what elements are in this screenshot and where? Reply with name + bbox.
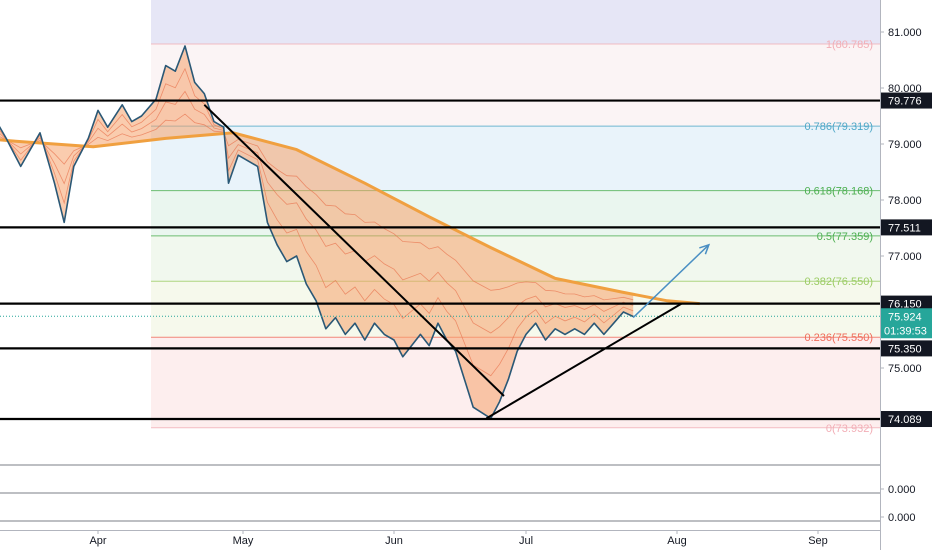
trendline[interactable] <box>203 104 505 397</box>
price-tick-label: 78.000 <box>888 195 922 207</box>
ema-line <box>0 67 634 377</box>
price-axis[interactable]: 81.000 80.000 79.000 78.000 77.000 75.000 0.00… <box>880 0 932 550</box>
level-label: 75.350 <box>888 343 922 355</box>
fib-band <box>151 44 880 127</box>
fib-label: 1(80.785) <box>826 39 873 51</box>
fib-band <box>151 190 880 236</box>
price-tick-label: 81.000 <box>888 27 922 39</box>
time-tick-label: Jul <box>519 535 533 547</box>
level-label: 77.511 <box>888 222 921 234</box>
horizontal-levels[interactable] <box>0 99 880 421</box>
time-tick-label: Apr <box>89 535 106 547</box>
moving-average-line[interactable] <box>0 131 700 306</box>
level-label-box[interactable] <box>881 295 932 312</box>
countdown-label: 01:39:53 <box>884 325 927 337</box>
drawings[interactable] <box>203 104 711 420</box>
fibonacci-bands <box>151 0 880 429</box>
indicator-tick-label: 0.000 <box>888 512 916 524</box>
price-tick-label: 79.000 <box>888 139 922 151</box>
current-price-label: 75.924 <box>888 311 922 323</box>
fib-label: 0.618(78.168) <box>805 186 874 198</box>
time-tick-label: Jun <box>385 535 403 547</box>
fib-label: 0(73.932) <box>826 423 873 435</box>
fib-label: 0.786(79.319) <box>805 121 874 133</box>
current-price-label-box[interactable] <box>881 308 932 339</box>
fib-label: 0.5(77.359) <box>817 231 873 243</box>
fib-label: 0.382(76.550) <box>805 276 874 288</box>
fib-top-band <box>151 0 880 45</box>
level-label: 74.089 <box>888 414 922 426</box>
level-label-box[interactable] <box>881 219 932 236</box>
projection-arrow-shaft[interactable] <box>632 244 710 319</box>
price-tick-label: 75.000 <box>888 363 922 375</box>
level-label-box[interactable] <box>881 411 932 428</box>
ema-line <box>0 113 634 301</box>
series <box>0 45 700 420</box>
time-tick-label: Aug <box>667 535 687 547</box>
price-line[interactable] <box>0 45 634 420</box>
fibonacci-labels: 1(80.785) 0.786(79.319) 0.618(78.168) 0.5(7… <box>805 39 874 435</box>
projection-arrow-head[interactable] <box>699 243 711 255</box>
time-tick-label: Sep <box>808 535 828 547</box>
price-tick-label: 80.000 <box>888 83 922 95</box>
ema-line <box>0 90 634 334</box>
indicator-tick-label: 0.000 <box>888 484 916 496</box>
level-label-box[interactable] <box>881 92 932 109</box>
grid <box>0 464 880 522</box>
level-label: 79.776 <box>888 96 922 108</box>
level-label-box[interactable] <box>881 340 932 357</box>
level-label: 76.150 <box>888 299 922 311</box>
time-axis[interactable]: Apr May Jun Jul Aug Sep <box>0 530 880 547</box>
fib-label: 0.236(75.550) <box>805 332 874 344</box>
price-tick-label: 77.000 <box>888 251 922 263</box>
time-tick-label: May <box>233 535 254 547</box>
price-axis-background <box>880 0 932 550</box>
trendline[interactable] <box>485 302 683 420</box>
